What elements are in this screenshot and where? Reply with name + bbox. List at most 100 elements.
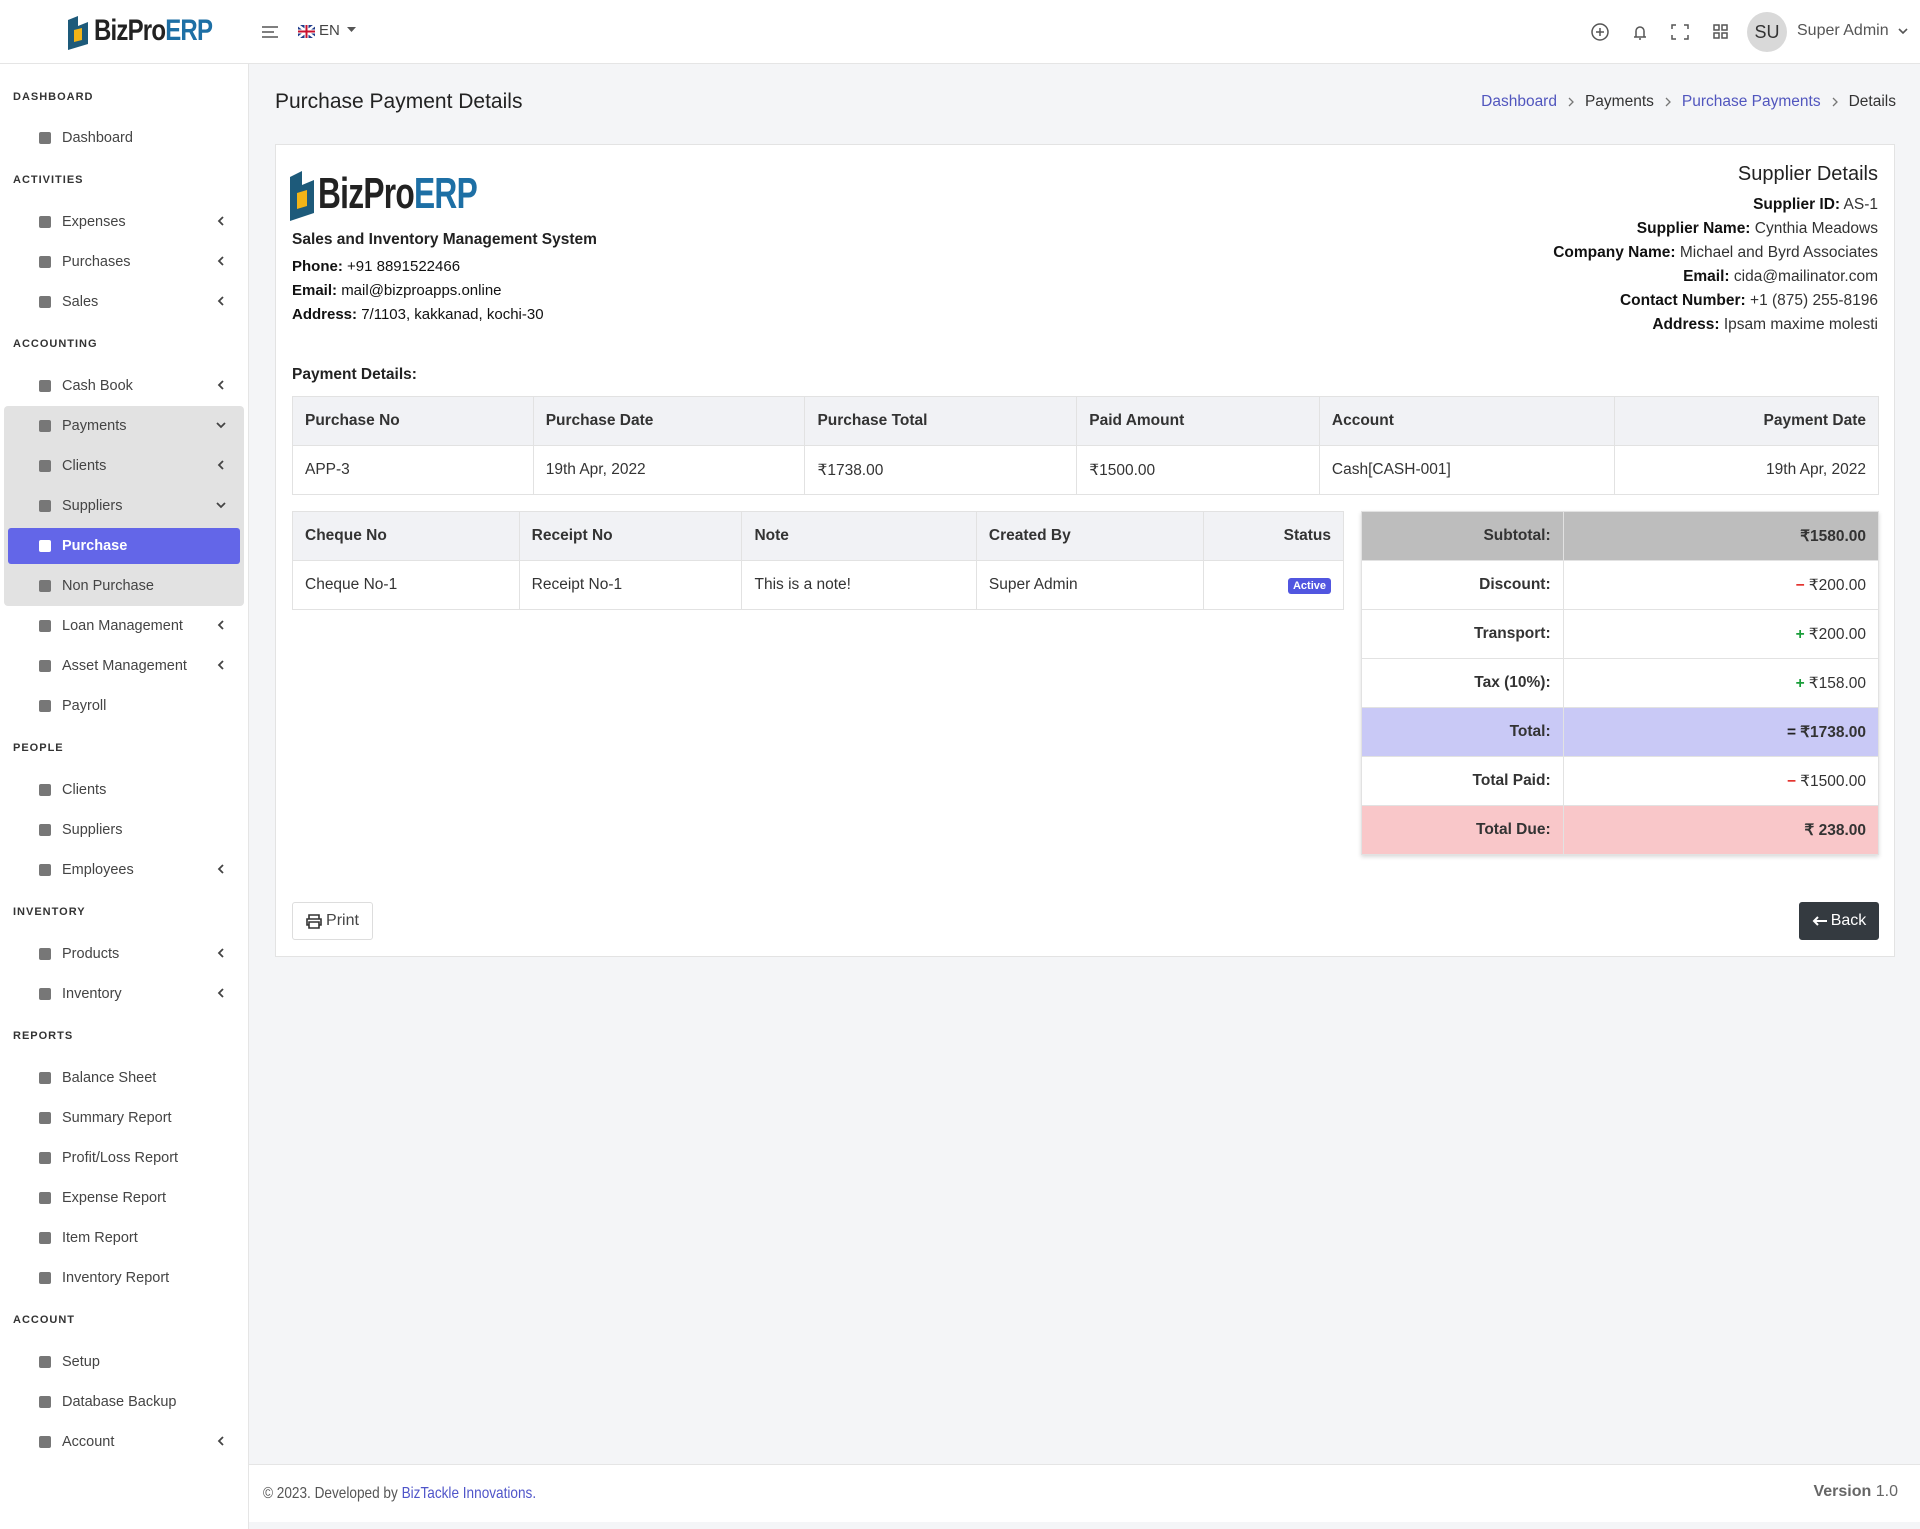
icon-shape	[39, 1112, 51, 1124]
header-row: Cheque No Receipt No Note Created By Status	[292, 511, 1345, 561]
nav-caret	[217, 296, 224, 306]
nav-icon	[39, 460, 51, 472]
nav-item[interactable]: Summary Report	[8, 1098, 240, 1138]
nav-item[interactable]: Purchases	[8, 242, 240, 282]
summary-label: Discount:	[1361, 560, 1564, 610]
cell: ₹1738.00	[804, 445, 1078, 495]
nav-item[interactable]: Item Report	[8, 1218, 240, 1258]
language[interactable]: EN	[319, 22, 340, 39]
nav-icon	[39, 1192, 51, 1204]
icon-shape	[39, 700, 51, 712]
nav-item[interactable]: Expense Report	[8, 1178, 240, 1218]
nav-item[interactable]: Purchase	[8, 528, 240, 564]
nav-item[interactable]: Payments	[8, 406, 240, 446]
company-link[interactable]: BizTackle Innovations.	[401, 1485, 537, 1502]
nav-item[interactable]: Sales	[8, 282, 240, 322]
summary-value: − ₹1500.00	[1562, 756, 1880, 806]
nav-icon	[39, 256, 51, 268]
column-header: Account	[1318, 396, 1615, 446]
column-header: Status	[1202, 511, 1345, 561]
nav-item[interactable]: Expenses	[8, 202, 240, 242]
summary-label: Transport:	[1361, 609, 1564, 659]
card: BizProERP Sales and Inventory Management…	[275, 144, 1895, 957]
icon-shape	[39, 296, 51, 308]
nav-label: Clients	[62, 782, 107, 798]
nav-item[interactable]: Asset Management	[8, 646, 240, 686]
nav-item[interactable]: Suppliers	[8, 486, 240, 526]
nav-item[interactable]: Cash Book	[8, 366, 240, 406]
avatar[interactable]: SU	[1747, 12, 1787, 52]
nav-label: Setup	[62, 1354, 100, 1370]
menu-toggle[interactable]	[262, 25, 278, 39]
topbar: BizProERP EN SU Super Admin	[0, 0, 1920, 64]
nav-label: Suppliers	[62, 822, 123, 838]
nav-item[interactable]: Setup	[8, 1342, 240, 1382]
info-value: AS-1	[1843, 196, 1878, 213]
summary-label: Subtotal:	[1361, 511, 1564, 561]
info-label: Email:	[1683, 268, 1730, 285]
nav-label: Balance Sheet	[62, 1070, 157, 1086]
summary-sign: −	[1787, 772, 1797, 790]
toolbar-icons[interactable]	[1590, 22, 1740, 42]
nav-item[interactable]: Payroll	[8, 686, 240, 726]
icon-shape	[39, 132, 51, 144]
nav-icon	[39, 540, 51, 552]
nav-icon	[39, 380, 51, 392]
breadcrumb-item[interactable]: Purchase Payments	[1681, 93, 1821, 110]
summary-row: Discount: − ₹200.00	[1361, 560, 1880, 610]
caret-shape	[217, 296, 224, 306]
summary-value: + ₹200.00	[1562, 609, 1880, 659]
summary-label: Total Paid:	[1361, 756, 1564, 806]
print-button[interactable]: Print	[292, 902, 373, 940]
nav-item[interactable]: Profit/Loss Report	[8, 1138, 240, 1178]
caret-shape	[217, 380, 224, 390]
icon-shape	[39, 460, 51, 472]
nav-item[interactable]: Balance Sheet	[8, 1058, 240, 1098]
nav-item[interactable]: Employees	[8, 850, 240, 890]
info-label: Address:	[1652, 316, 1720, 333]
nav-item[interactable]: Clients	[8, 770, 240, 810]
caret-shape	[217, 988, 224, 998]
caret-shape	[217, 660, 224, 670]
user-name[interactable]: Super Admin	[1797, 22, 1889, 39]
nav-item[interactable]: Loan Management	[8, 606, 240, 646]
print-label: Print	[326, 912, 359, 929]
nav-item[interactable]: Inventory Report	[8, 1258, 240, 1298]
breadcrumb-item: Details	[1848, 93, 1896, 110]
info-label: Phone:	[292, 258, 343, 275]
logo: BizProERP	[94, 14, 213, 48]
summary-value: + ₹158.00	[1562, 658, 1880, 708]
nav-item[interactable]: Dashboard	[8, 118, 240, 158]
caret-shape	[217, 948, 224, 958]
nav-item[interactable]: Products	[8, 934, 240, 974]
supplier-title: Supplier Details	[1737, 163, 1878, 185]
back-button[interactable]: Back	[1799, 902, 1879, 940]
nav-item[interactable]: Inventory	[8, 974, 240, 1014]
info-value: 7/1103, kakkanad, kochi-30	[361, 306, 544, 323]
cell: APP-3	[292, 445, 534, 495]
nav-section-title: DASHBOARD	[13, 91, 94, 103]
nav-item[interactable]: Suppliers	[8, 810, 240, 850]
logo-name: BizPro	[94, 14, 166, 47]
nav-section-title: REPORTS	[13, 1030, 74, 1042]
nav-item[interactable]: Database Backup	[8, 1382, 240, 1422]
payment-heading: Payment Details:	[292, 366, 417, 383]
company-info: Phone: +91 8891522466 Email: mail@bizproa…	[292, 255, 544, 327]
breadcrumb-item[interactable]: Dashboard	[1481, 93, 1557, 110]
icon-shape	[39, 620, 51, 632]
summary-value: ₹ 238.00	[1562, 805, 1880, 855]
summary-amount: ₹200.00	[1808, 576, 1866, 594]
nav-caret	[217, 864, 224, 874]
nav-item[interactable]: Clients	[8, 446, 240, 486]
nav-section-title: INVENTORY	[13, 906, 86, 918]
summary-value: = ₹1738.00	[1562, 707, 1880, 757]
nav-item[interactable]: Account	[8, 1422, 240, 1462]
copyright: © 2023. Developed by	[263, 1485, 398, 1502]
column-header: Purchase Date	[532, 396, 806, 446]
details-table: Cheque No Receipt No Note Created By Status C…	[292, 511, 1345, 610]
nav-label: Asset Management	[62, 658, 187, 674]
icon-shape	[39, 1396, 51, 1408]
breadcrumb-separator	[1832, 97, 1838, 107]
nav-item[interactable]: Non Purchase	[8, 566, 240, 606]
breadcrumb-separator	[1568, 97, 1574, 107]
